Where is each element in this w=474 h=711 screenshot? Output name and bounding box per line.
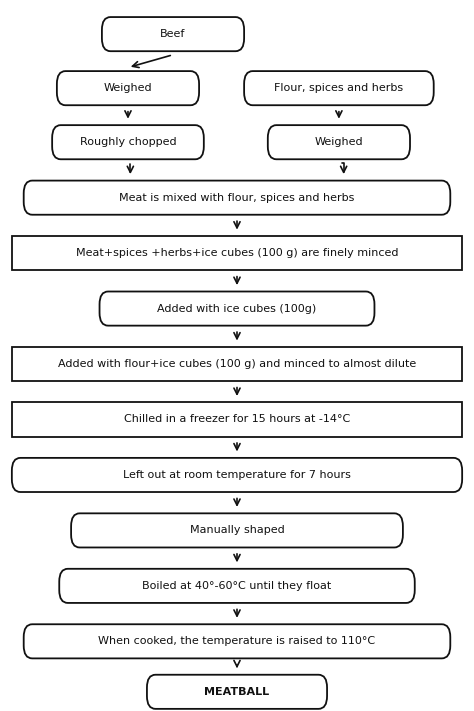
Text: MEATBALL: MEATBALL	[204, 687, 270, 697]
Text: Meat+spices +herbs+ice cubes (100 g) are finely minced: Meat+spices +herbs+ice cubes (100 g) are…	[76, 248, 398, 258]
Text: When cooked, the temperature is raised to 110°C: When cooked, the temperature is raised t…	[99, 636, 375, 646]
Text: Chilled in a freezer for 15 hours at -14°C: Chilled in a freezer for 15 hours at -14…	[124, 415, 350, 424]
Text: Added with flour+ice cubes (100 g) and minced to almost dilute: Added with flour+ice cubes (100 g) and m…	[58, 359, 416, 369]
FancyBboxPatch shape	[24, 624, 450, 658]
Text: Left out at room temperature for 7 hours: Left out at room temperature for 7 hours	[123, 470, 351, 480]
FancyBboxPatch shape	[57, 71, 199, 105]
FancyBboxPatch shape	[244, 71, 434, 105]
FancyBboxPatch shape	[12, 236, 462, 270]
Text: Boiled at 40°-60°C until they float: Boiled at 40°-60°C until they float	[142, 581, 332, 591]
FancyBboxPatch shape	[268, 125, 410, 159]
Text: Roughly chopped: Roughly chopped	[80, 137, 176, 147]
FancyBboxPatch shape	[71, 513, 403, 547]
FancyBboxPatch shape	[59, 569, 415, 603]
FancyBboxPatch shape	[52, 125, 204, 159]
Text: Weighed: Weighed	[315, 137, 363, 147]
Text: Flour, spices and herbs: Flour, spices and herbs	[274, 83, 403, 93]
FancyBboxPatch shape	[100, 292, 374, 326]
FancyBboxPatch shape	[12, 458, 462, 492]
FancyBboxPatch shape	[102, 17, 244, 51]
Text: Manually shaped: Manually shaped	[190, 525, 284, 535]
FancyBboxPatch shape	[12, 347, 462, 381]
Text: Meat is mixed with flour, spices and herbs: Meat is mixed with flour, spices and her…	[119, 193, 355, 203]
Text: Added with ice cubes (100g): Added with ice cubes (100g)	[157, 304, 317, 314]
Text: Beef: Beef	[160, 29, 186, 39]
Text: Weighed: Weighed	[104, 83, 152, 93]
FancyBboxPatch shape	[147, 675, 327, 709]
FancyBboxPatch shape	[24, 181, 450, 215]
FancyBboxPatch shape	[12, 402, 462, 437]
